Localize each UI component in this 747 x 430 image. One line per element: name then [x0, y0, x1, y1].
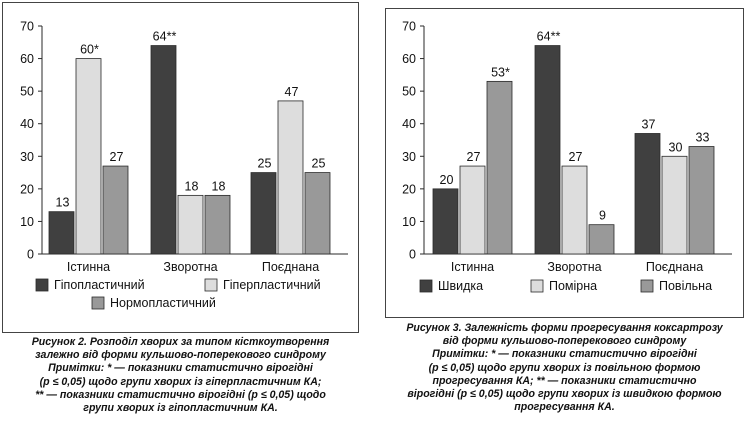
caption-line: ** — показники статистично вірогідні (р …: [35, 388, 326, 401]
y-tick-label: 60: [402, 52, 416, 66]
bar-value-label: 33: [696, 131, 710, 145]
bar: [486, 80, 513, 255]
y-tick-label: 40: [402, 117, 416, 131]
legend-label: Швидка: [438, 279, 483, 293]
bar-value-label: 60*: [80, 43, 99, 57]
x-category-label: Поєднана: [262, 260, 319, 274]
y-tick-label: 10: [20, 215, 34, 229]
caption-line: Рисунок 2. Розподіл хворих за типом кіст…: [31, 336, 330, 348]
bar-value-label: 27: [569, 150, 583, 164]
bar-value-label: 64**: [153, 30, 177, 44]
y-tick-label: 0: [409, 248, 416, 262]
legend-label: Гіпопластичний: [54, 278, 145, 292]
y-tick-label: 70: [20, 20, 34, 34]
legend-label: Нормопластичний: [110, 296, 216, 310]
bar-value-label: 30: [669, 140, 683, 154]
bar: [250, 172, 277, 255]
bar: [634, 133, 661, 255]
bar-value-label: 18: [185, 179, 199, 193]
legend-swatch: [35, 278, 49, 292]
caption-line: прогресування КА.: [514, 401, 615, 414]
bar-value-label: 27: [467, 150, 481, 164]
caption-line: вірогідні (р ≤ 0,05) щодо групи хворих і…: [407, 388, 722, 401]
y-tick-label: 70: [402, 20, 416, 34]
bar: [432, 188, 459, 255]
legend-label: Гіперпластичний: [223, 278, 321, 292]
caption-line: Примітки: * — показники статистично віро…: [432, 348, 697, 361]
x-category-label: Істинна: [67, 260, 110, 274]
bar-value-label: 9: [599, 209, 606, 223]
bar: [204, 194, 231, 255]
caption-line: групи хворих із гіпопластичним КА.: [83, 402, 278, 415]
bar: [150, 45, 177, 255]
x-category-label: Істинна: [451, 260, 494, 274]
bar: [534, 45, 561, 255]
caption-line: від форми кульшово-поперекового синдрому: [442, 335, 687, 348]
bar: [177, 194, 204, 255]
x-category-label: Зворотна: [547, 260, 601, 274]
bar-value-label: 53*: [491, 65, 510, 79]
bar-value-label: 64**: [537, 30, 561, 44]
legend-swatch: [419, 279, 433, 293]
bar-value-label: 18: [212, 179, 226, 193]
legend-label: Повільна: [659, 279, 712, 293]
y-tick-label: 20: [402, 182, 416, 196]
bar: [102, 165, 129, 255]
legend-swatch: [204, 278, 218, 292]
bar-value-label: 25: [258, 157, 272, 171]
legend-label: Помірна: [549, 279, 597, 293]
bar-value-label: 27: [110, 150, 124, 164]
legend-swatch: [91, 296, 105, 310]
bar: [75, 58, 102, 255]
bar: [277, 100, 304, 255]
caption-line: прогресування КА; ** — показники статист…: [432, 374, 697, 387]
bar: [459, 165, 486, 255]
bar: [661, 155, 688, 255]
bar: [588, 224, 615, 255]
y-tick-label: 50: [20, 85, 34, 99]
y-tick-label: 40: [20, 117, 34, 131]
bar-value-label: 20: [440, 173, 454, 187]
figure-3-caption: Рисунок 3. Залежність форми прогресуванн…: [386, 322, 743, 414]
y-tick-label: 60: [20, 52, 34, 66]
x-category-label: Поєднана: [646, 260, 703, 274]
y-tick-label: 30: [402, 150, 416, 164]
bar: [688, 146, 715, 255]
bar-value-label: 25: [312, 157, 326, 171]
caption-line: залежно від форми кульшово-поперекового …: [35, 349, 326, 362]
bar: [48, 211, 75, 255]
caption-line: Рисунок 3. Залежність форми прогресуванн…: [406, 322, 723, 334]
y-tick-label: 30: [20, 150, 34, 164]
caption-line: (р ≤ 0,05) щодо групи хворих із гіперпла…: [39, 375, 322, 388]
figure-2-caption: Рисунок 2. Розподіл хворих за типом кіст…: [8, 336, 353, 415]
y-tick-label: 20: [20, 182, 34, 196]
legend-swatch: [640, 279, 654, 293]
caption-line: (р ≤ 0,05) щодо групи хворих із повільно…: [428, 361, 701, 374]
bar-value-label: 13: [56, 196, 70, 210]
y-tick-label: 0: [27, 248, 34, 262]
bar-value-label: 47: [285, 85, 299, 99]
x-category-label: Зворотна: [163, 260, 217, 274]
y-tick-label: 50: [402, 85, 416, 99]
bar: [561, 165, 588, 255]
y-tick-label: 10: [402, 215, 416, 229]
bar-value-label: 37: [642, 117, 656, 131]
bar: [304, 172, 331, 255]
caption-line: Примітки: * — показники статистично віро…: [48, 362, 313, 375]
legend-swatch: [530, 279, 544, 293]
